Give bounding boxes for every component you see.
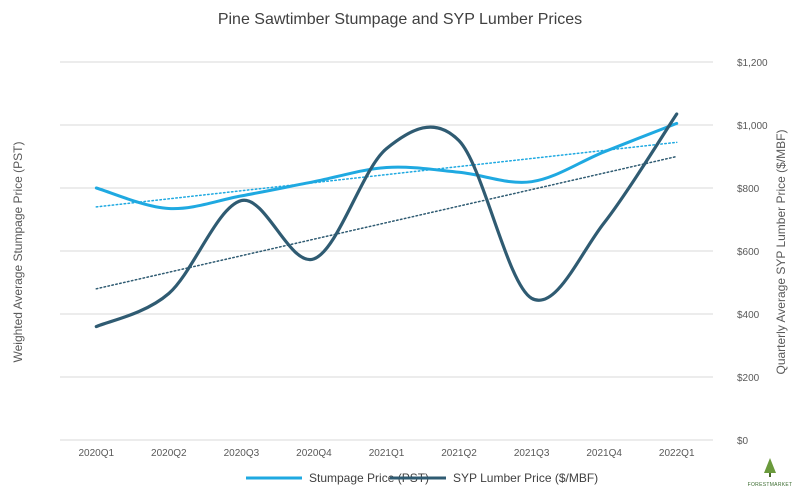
syp-lumber-price-line — [94, 112, 679, 329]
x-axis-ticks: 2020Q1 2020Q2 2020Q3 2020Q4 2021Q1 2021Q2 2021… — [78, 448, 694, 459]
stumpage-price-trendline — [95, 141, 678, 208]
x-axis-tick-label: 2020Q4 — [296, 448, 332, 459]
syp-lumber-price-legend-label: SYP Lumber Price ($/MBF) — [453, 471, 598, 485]
right-axis-tick-label: $0 — [737, 436, 749, 447]
right-axis-tick-label: $400 — [737, 310, 760, 321]
tree-logo-icon — [764, 458, 776, 473]
right-axis-tick-label: $1,200 — [737, 58, 768, 69]
legend: Stumpage Price (PST) SYP Lumber Price ($/… — [246, 471, 598, 485]
x-axis-tick-label: 2020Q3 — [224, 448, 260, 459]
left-axis-title: Weighted Average Stumpage Price (PST) — [11, 141, 25, 362]
syp-lumber-price-trendline — [95, 155, 678, 290]
stumpage-price-line — [94, 121, 679, 211]
right-axis-tick-label: $1,000 — [737, 121, 768, 132]
x-axis-tick-label: 2020Q2 — [151, 448, 187, 459]
stumpage-price-legend-label: Stumpage Price (PST) — [309, 471, 429, 485]
x-axis-tick-label: 2022Q1 — [659, 448, 695, 459]
right-axis-tick-label: $800 — [737, 184, 760, 195]
right-axis-tick-label: $600 — [737, 247, 760, 258]
series-lines — [94, 112, 679, 329]
x-axis-tick-label: 2020Q1 — [78, 448, 114, 459]
trendlines — [95, 141, 678, 290]
right-axis-ticks: $0 $200 $400 $600 $800 $1,000 $1,200 — [737, 58, 768, 447]
x-axis-tick-label: 2021Q2 — [441, 448, 477, 459]
forest2market-logo: FORESTMARKET — [748, 458, 793, 488]
right-axis-title: Quarterly Average SYP Lumber Price ($/MB… — [774, 130, 788, 375]
chart-title: Pine Sawtimber Stumpage and SYP Lumber P… — [218, 11, 582, 28]
gridlines — [60, 61, 713, 441]
x-axis-tick-label: 2021Q1 — [369, 448, 405, 459]
logo-text: FORESTMARKET — [748, 482, 793, 488]
right-axis-tick-label: $200 — [737, 373, 760, 384]
x-axis-tick-label: 2021Q3 — [514, 448, 550, 459]
x-axis-tick-label: 2021Q4 — [586, 448, 622, 459]
